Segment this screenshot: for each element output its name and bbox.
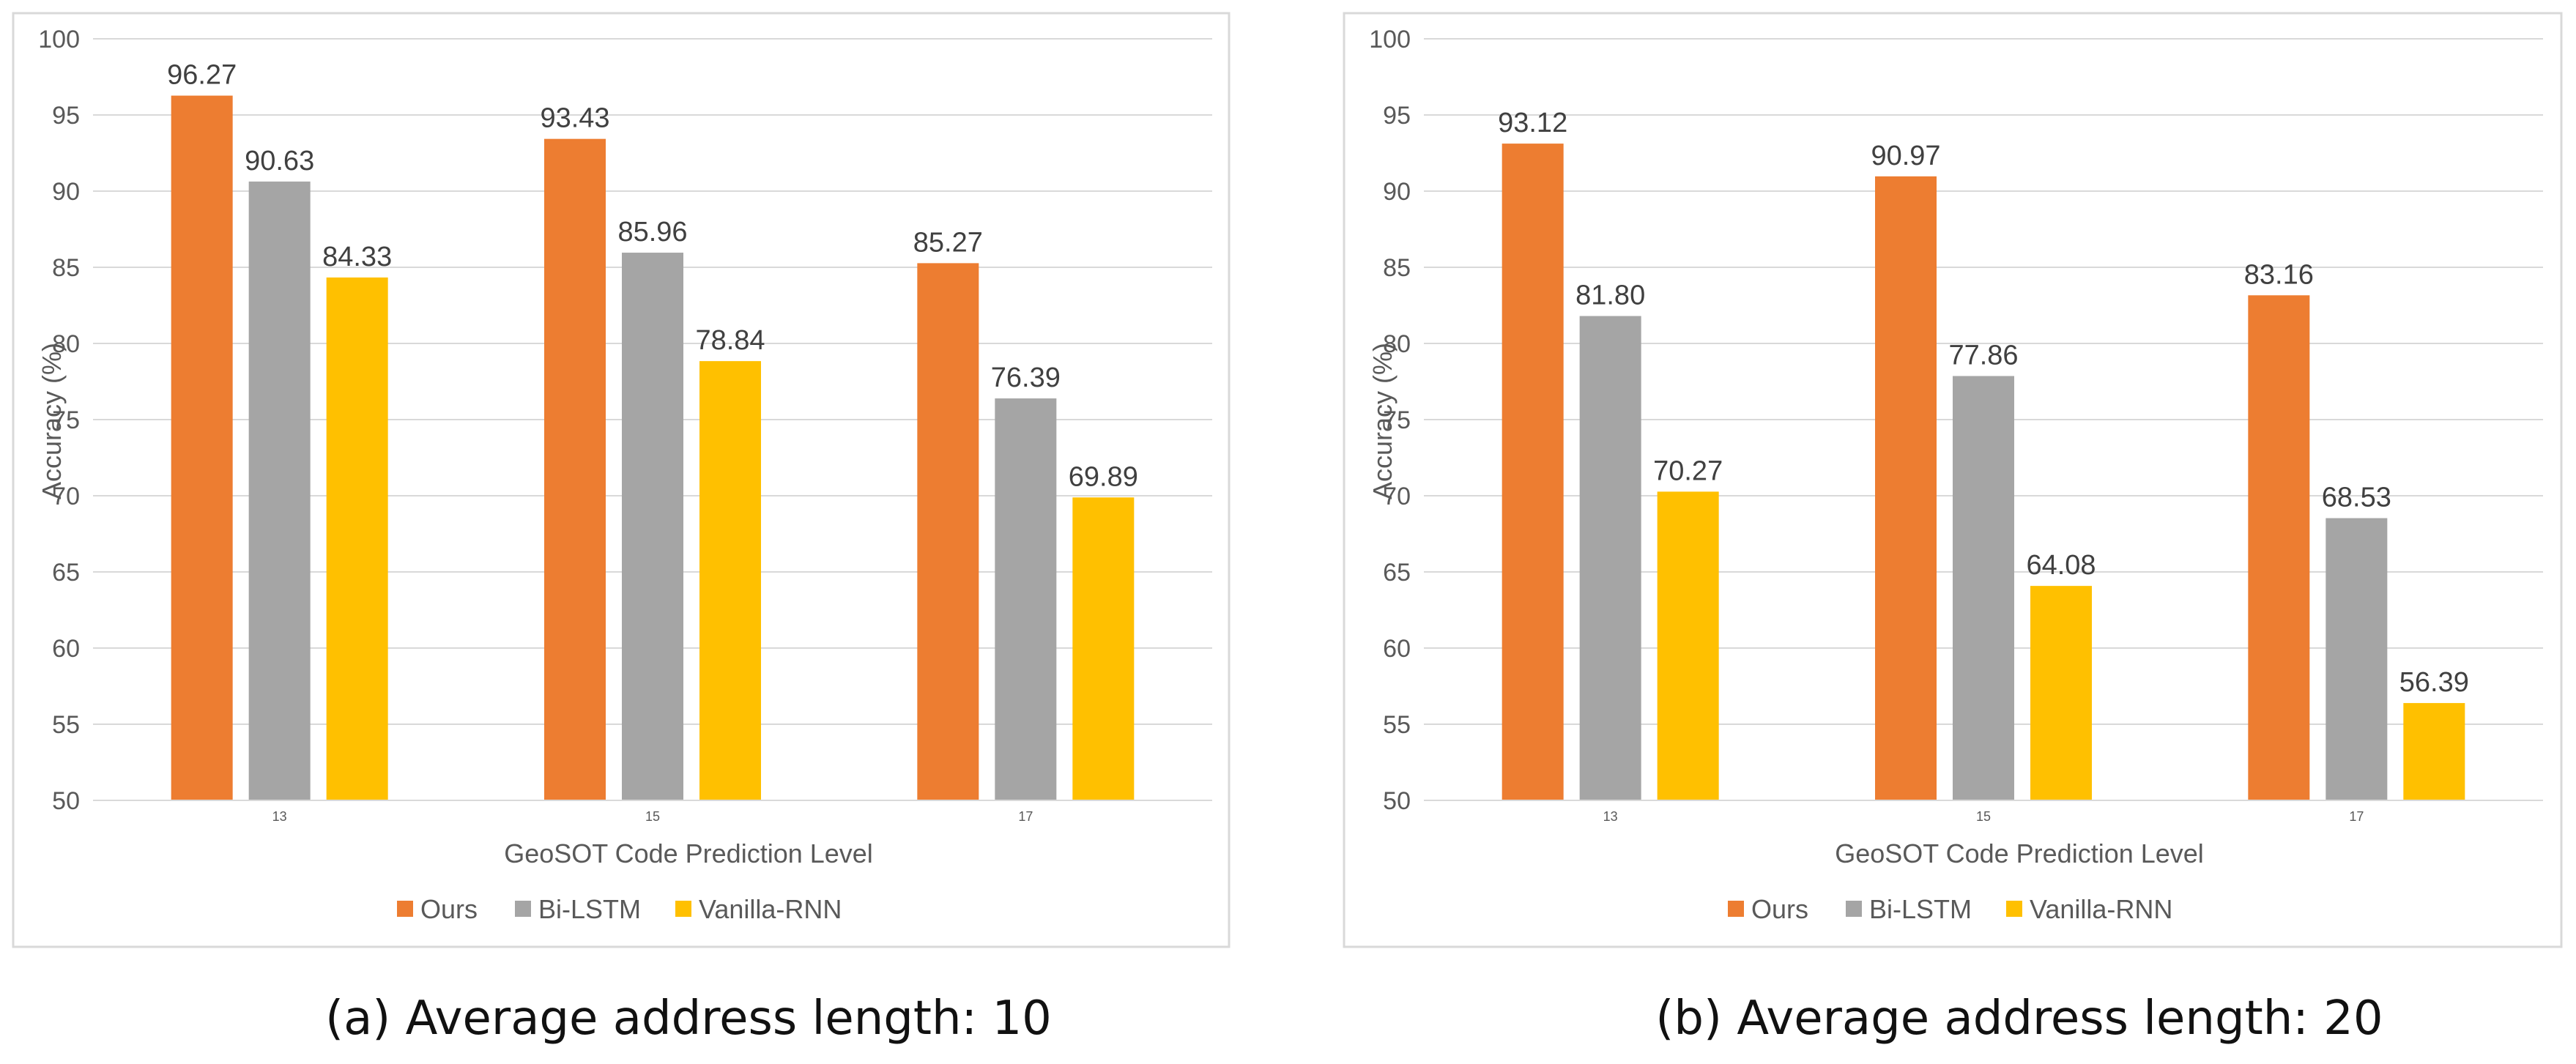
data-label-a-vanilla-13: 84.33: [322, 242, 392, 272]
bar-b-vanilla-17: [2403, 703, 2465, 800]
y-tick-label-a-85: 85: [52, 254, 80, 282]
y-tick-label-a-95: 95: [52, 102, 80, 130]
y-tick-label-a-65: 65: [52, 559, 80, 587]
x-tick-label-a-17: 17: [1018, 809, 1033, 824]
bar-a-vanilla-15: [699, 361, 761, 800]
bar-b-vanilla-15: [2030, 586, 2092, 800]
y-tick-label-a-75: 75: [52, 406, 80, 434]
y-tick-label-b-95: 95: [1383, 102, 1411, 130]
data-label-a-ours-15: 93.43: [540, 103, 609, 134]
legend-label-bilstm-b: Bi-LSTM: [1869, 894, 1972, 924]
legend-a: Ours Bi-LSTM Vanilla-RNN: [397, 894, 842, 924]
data-label-b-vanilla-15: 64.08: [2026, 550, 2096, 581]
legend-item-vanilla-a: Vanilla-RNN: [675, 894, 842, 924]
x-tick-label-a-13: 13: [272, 809, 287, 824]
caption-b: (b) Average address length: 20: [1655, 992, 2383, 1046]
y-tick-label-a-50: 50: [52, 787, 80, 815]
bar-b-ours-13: [1502, 144, 1564, 800]
legend-item-bilstm-b: Bi-LSTM: [1846, 894, 1972, 924]
bar-a-bilstm-17: [995, 398, 1057, 800]
legend-label-ours-a: Ours: [420, 894, 478, 924]
data-label-b-bilstm-17: 68.53: [2322, 483, 2391, 513]
y-tick-label-b-60: 60: [1383, 635, 1411, 663]
data-label-a-ours-17: 85.27: [913, 227, 983, 258]
data-label-a-vanilla-17: 69.89: [1069, 461, 1138, 492]
bar-a-ours-15: [544, 138, 606, 800]
y-tick-label-a-55: 55: [52, 711, 80, 739]
x-tick-label-b-13: 13: [1603, 809, 1618, 824]
data-label-b-vanilla-17: 56.39: [2399, 667, 2469, 698]
legend-label-vanilla-b: Vanilla-RNN: [2030, 894, 2172, 924]
y-tick-label-b-100: 100: [1369, 26, 1411, 53]
bar-b-ours-17: [2248, 295, 2310, 801]
x-tick-label-a-15: 15: [645, 809, 660, 824]
legend-item-ours-a: Ours: [397, 894, 478, 924]
caption-a: (a) Average address length: 10: [325, 992, 1052, 1046]
bar-a-vanilla-17: [1072, 497, 1135, 800]
legend-swatch-ours-a: [397, 901, 413, 917]
y-tick-label-a-90: 90: [52, 178, 80, 206]
data-label-b-ours-17: 83.16: [2244, 259, 2314, 290]
data-label-a-bilstm-17: 76.39: [991, 362, 1061, 393]
data-label-a-ours-13: 96.27: [167, 60, 237, 91]
y-tick-label-a-80: 80: [52, 330, 80, 358]
bar-a-bilstm-15: [622, 253, 683, 801]
chart-panel-b: 50 55 60 65 70 75 80 85 90 95 100 93.12 81.80 70.27 13…: [1343, 12, 2563, 1046]
y-tick-label-a-70: 70: [52, 483, 80, 510]
plot-area-a: 50 55 60 65 70 75 80 85 90 95 100 96.27 90.63 84.33 13…: [38, 26, 1212, 824]
x-axis-label-a: GeoSOT Code Prediction Level: [504, 838, 873, 868]
legend-swatch-bilstm-b: [1846, 901, 1862, 917]
data-label-a-bilstm-13: 90.63: [245, 146, 314, 176]
legend-item-vanilla-b: Vanilla-RNN: [2006, 894, 2172, 924]
data-label-b-bilstm-13: 81.80: [1575, 280, 1645, 311]
y-tick-label-b-55: 55: [1383, 711, 1411, 739]
legend-item-bilstm-a: Bi-LSTM: [515, 894, 641, 924]
bar-b-vanilla-13: [1657, 491, 1719, 800]
chart-panel-a: 50 55 60 65 70 75 80 85 90 95 100 96.27 90.63 84.33 13…: [12, 12, 1231, 1046]
x-tick-label-b-17: 17: [2349, 809, 2364, 824]
y-tick-label-b-80: 80: [1383, 330, 1411, 358]
legend-label-ours-b: Ours: [1751, 894, 1808, 924]
bar-a-bilstm-13: [248, 181, 311, 800]
legend-swatch-vanilla-b: [2006, 901, 2022, 917]
bar-b-bilstm-15: [1953, 376, 2014, 800]
legend-item-ours-b: Ours: [1728, 894, 1808, 924]
bar-a-vanilla-13: [326, 277, 388, 800]
y-tick-label-b-90: 90: [1383, 178, 1411, 206]
y-tick-label-b-85: 85: [1383, 254, 1411, 282]
legend-swatch-vanilla-a: [675, 901, 691, 917]
bar-b-bilstm-13: [1579, 316, 1641, 800]
legend-label-bilstm-a: Bi-LSTM: [538, 894, 641, 924]
data-label-a-vanilla-15: 78.84: [695, 325, 765, 356]
plot-area-b: 50 55 60 65 70 75 80 85 90 95 100 93.12 81.80 70.27 13…: [1369, 26, 2543, 824]
data-label-b-vanilla-13: 70.27: [1653, 455, 1723, 486]
y-tick-label-b-50: 50: [1383, 787, 1411, 815]
data-label-b-ours-15: 90.97: [1871, 141, 1940, 171]
data-label-b-bilstm-15: 77.86: [1948, 341, 2018, 371]
data-label-a-bilstm-15: 85.96: [617, 217, 687, 248]
y-axis-label-a: Accuracy (%): [37, 343, 67, 499]
legend-b: Ours Bi-LSTM Vanilla-RNN: [1728, 894, 2172, 924]
legend-swatch-bilstm-a: [515, 901, 531, 917]
y-axis-label-b: Accuracy (%): [1367, 343, 1398, 499]
y-tick-label-b-65: 65: [1383, 559, 1411, 587]
x-tick-label-b-15: 15: [1976, 809, 1991, 824]
y-tick-label-b-75: 75: [1383, 406, 1411, 434]
legend-swatch-ours-b: [1728, 901, 1744, 917]
y-tick-label-b-70: 70: [1383, 483, 1411, 510]
x-axis-label-b: GeoSOT Code Prediction Level: [1835, 838, 2204, 868]
bar-b-bilstm-17: [2326, 518, 2388, 800]
bar-a-ours-13: [171, 95, 233, 801]
legend-label-vanilla-a: Vanilla-RNN: [699, 894, 842, 924]
bar-b-ours-15: [1875, 176, 1937, 801]
bar-a-ours-17: [917, 263, 979, 800]
data-label-b-ours-13: 93.12: [1498, 108, 1567, 138]
y-tick-label-a-60: 60: [52, 635, 80, 663]
y-tick-label-a-100: 100: [38, 26, 80, 53]
